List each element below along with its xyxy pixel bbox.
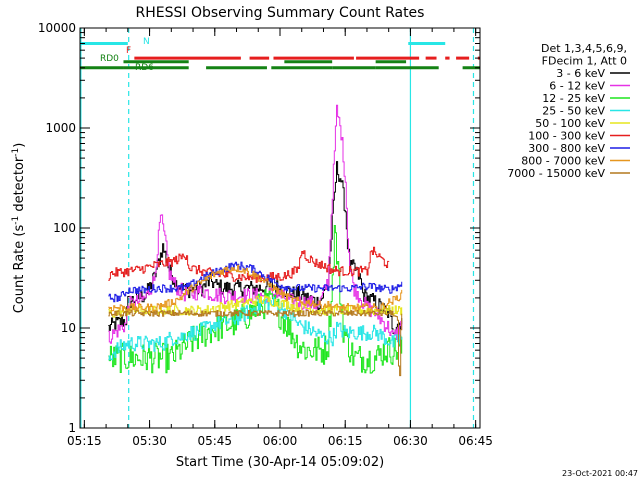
flag-label-rd6: RD6	[135, 63, 154, 73]
y-tick-label-1: 1	[68, 421, 76, 435]
y-axis: 1 10 100 1000 10000	[38, 21, 480, 435]
y-axis-label: Count Rate (s-1 detector-1)	[11, 143, 27, 314]
x-tick-label-06-15: 06:15	[328, 434, 363, 448]
flag-label-f: F	[126, 46, 131, 56]
series-50-100-kev-line	[108, 295, 403, 318]
series-800-7000-kev-line	[108, 264, 403, 313]
x-tick-label-06-30: 06:30	[393, 434, 428, 448]
x-tick-label-06-45: 06:45	[458, 434, 493, 448]
legend-entry-100-300-kev: 100 - 300 keV	[528, 130, 605, 143]
legend-header-2: FDecim 1, Att 0	[542, 55, 627, 68]
y-tick-label-1000: 1000	[45, 121, 76, 135]
y-tick-label-10: 10	[61, 321, 76, 335]
y-tick-label-100: 100	[53, 221, 76, 235]
series-25-50-kev-line	[108, 296, 403, 361]
series-lines	[108, 104, 403, 377]
legend-entry-12-25-kev: 12 - 25 keV	[542, 92, 605, 105]
legend-entry-50-100-kev: 50 - 100 keV	[535, 117, 605, 130]
x-axis-label: Start Time (30-Apr-14 05:09:02)	[176, 455, 384, 470]
flag-label-rd0: RD0	[100, 54, 119, 64]
series-100-300-kev-line	[108, 246, 390, 283]
series-300-800-kev-line	[108, 261, 403, 303]
flag-label-n: N	[143, 37, 150, 47]
x-axis: 05:15 05:30 05:45 06:00 06:15 06:30 06:45	[67, 28, 493, 448]
legend-entry-25-50-kev: 25 - 50 keV	[542, 105, 605, 118]
legend-entry-300-800-kev: 300 - 800 keV	[528, 142, 605, 155]
series-12-25-kev-line	[108, 225, 403, 374]
legend-entry-3-6-kev: 3 - 6 keV	[556, 67, 605, 80]
legend-header-1: Det 1,3,4,5,6,9,	[541, 42, 627, 55]
legend: Det 1,3,4,5,6,9,FDecim 1, Att 03 - 6 keV…	[507, 42, 630, 180]
footer-timestamp: 23-Oct-2021 00:47	[562, 469, 638, 478]
x-tick-label-06-00: 06:00	[263, 434, 298, 448]
series-7000-15000-kev-line	[108, 309, 403, 377]
legend-entry-800-7000-kev: 800 - 7000 keV	[521, 155, 605, 168]
y-tick-label-10000: 10000	[38, 21, 76, 35]
chart-title: RHESSI Observing Summary Count Rates	[136, 5, 425, 21]
x-tick-label-05-15: 05:15	[67, 434, 102, 448]
series-6-12-kev-line	[108, 104, 403, 344]
legend-entry-7000-15000-kev: 7000 - 15000 keV	[507, 167, 605, 180]
x-tick-label-05-30: 05:30	[132, 434, 167, 448]
legend-entry-6-12-kev: 6 - 12 keV	[549, 80, 605, 93]
x-tick-label-05-45: 05:45	[197, 434, 232, 448]
